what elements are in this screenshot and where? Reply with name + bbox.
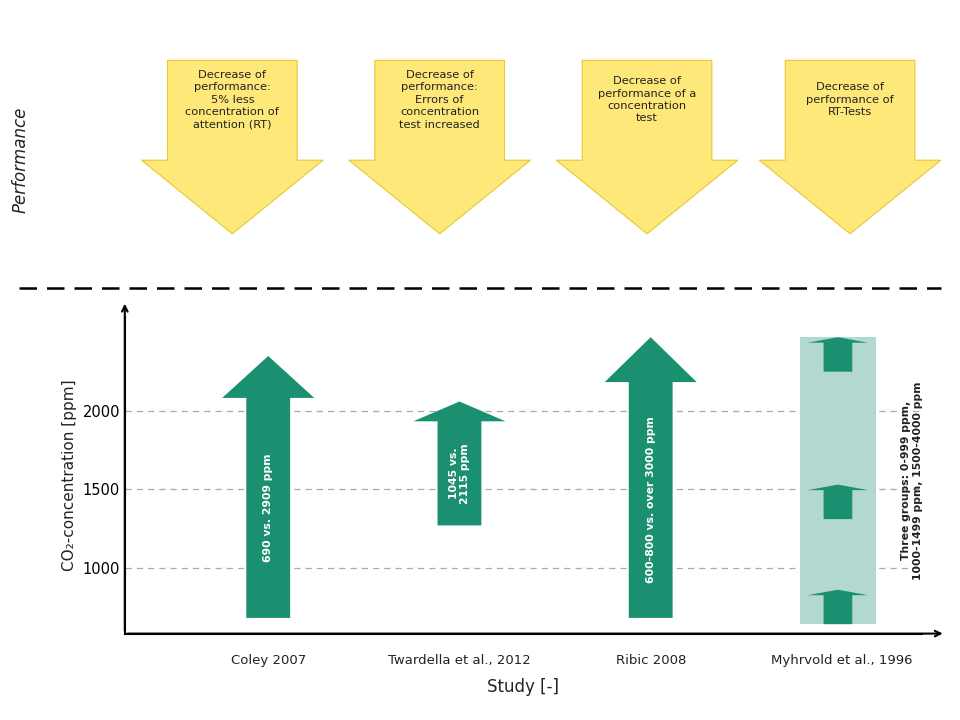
Text: Decrease of
performance of
RT-Tests: Decrease of performance of RT-Tests: [806, 82, 894, 117]
Polygon shape: [605, 337, 697, 618]
Text: 600-800 vs. over 3000 ppm: 600-800 vs. over 3000 ppm: [646, 417, 656, 583]
Polygon shape: [807, 590, 868, 624]
Text: Decrease of
performance:
Errors of
concentration
test increased: Decrease of performance: Errors of conce…: [399, 70, 480, 130]
Text: Myhrvold et al., 1996: Myhrvold et al., 1996: [771, 654, 913, 667]
Polygon shape: [349, 60, 530, 234]
Text: Three groups: 0-999 ppm,
1000-1499 ppm, 1500-4000 ppm: Three groups: 0-999 ppm, 1000-1499 ppm, …: [900, 382, 924, 580]
Polygon shape: [414, 402, 506, 526]
Polygon shape: [807, 337, 868, 372]
Text: Decrease of
performance of a
concentration
test: Decrease of performance of a concentrati…: [598, 76, 696, 123]
Polygon shape: [557, 60, 737, 234]
Polygon shape: [759, 60, 941, 234]
Polygon shape: [222, 356, 314, 618]
Text: Twardella et al., 2012: Twardella et al., 2012: [388, 654, 531, 667]
Polygon shape: [807, 485, 868, 519]
Text: Coley 2007: Coley 2007: [230, 654, 306, 667]
Text: Performance: Performance: [12, 107, 30, 213]
Text: Ribic 2008: Ribic 2008: [615, 654, 685, 667]
Y-axis label: CO₂-concentration [ppm]: CO₂-concentration [ppm]: [61, 379, 77, 571]
Text: Decrease of
performance:
5% less
concentration of
attention (RT): Decrease of performance: 5% less concent…: [185, 70, 279, 130]
Text: 1045 vs.
2115 ppm: 1045 vs. 2115 ppm: [448, 443, 470, 504]
Text: Study [-]: Study [-]: [488, 678, 559, 696]
Text: 690 vs. 2909 ppm: 690 vs. 2909 ppm: [263, 454, 274, 562]
Polygon shape: [142, 60, 323, 234]
Bar: [800, 337, 876, 624]
